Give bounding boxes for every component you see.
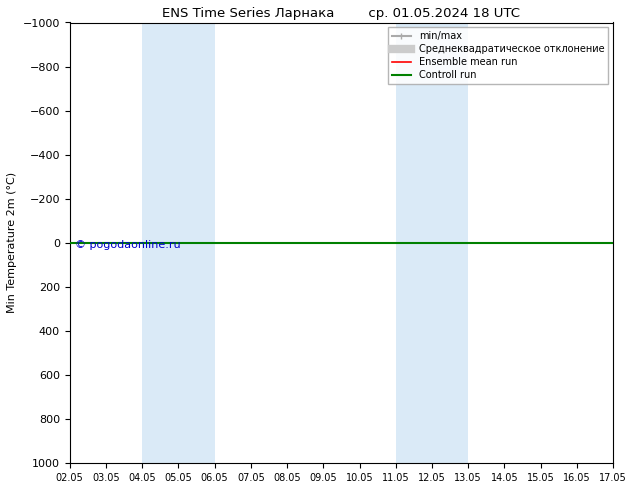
Bar [432, 23, 469, 464]
Legend: min/max, Среднеквадратическое отклонение, Ensemble mean run, Controll run: min/max, Среднеквадратическое отклонение… [388, 27, 608, 84]
Text: © pogodaonline.ru: © pogodaonline.ru [75, 240, 181, 250]
Title: ENS Time Series Ларнака        ср. 01.05.2024 18 UTC: ENS Time Series Ларнака ср. 01.05.2024 1… [162, 7, 521, 20]
Bar [396, 23, 432, 464]
Y-axis label: Min Temperature 2m (°C): Min Temperature 2m (°C) [7, 172, 17, 314]
Bar [178, 23, 214, 464]
Bar [142, 23, 178, 464]
